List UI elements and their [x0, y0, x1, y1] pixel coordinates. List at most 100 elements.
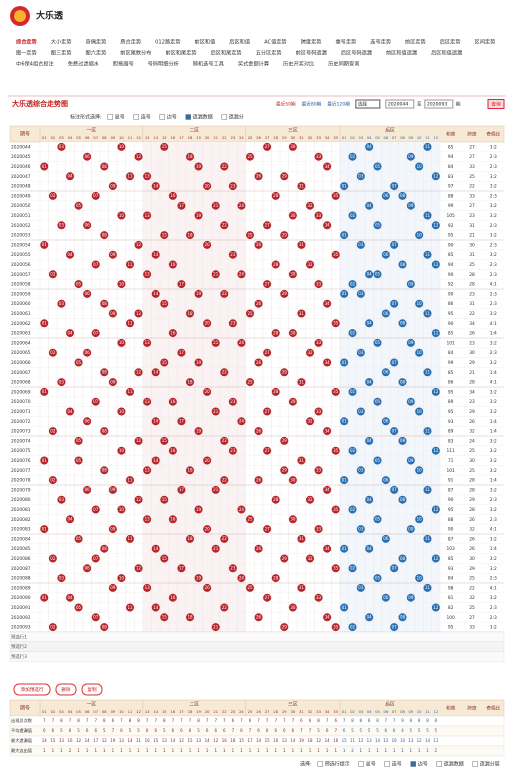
front-ball-number: 09 — [110, 183, 116, 188]
select-label[interactable]: 选择 — [358, 101, 368, 108]
nav-link[interactable]: 五分区走势 — [256, 49, 282, 57]
checkbox[interactable] — [358, 761, 364, 767]
front-ball-number: 10 — [119, 281, 125, 286]
nav-link[interactable]: 后区走势 — [440, 38, 461, 46]
nav-link[interactable]: 奇偶走势 — [86, 38, 107, 46]
checkbox[interactable] — [185, 114, 191, 120]
button[interactable] — [55, 683, 77, 696]
preselect-row[interactable] — [9, 631, 505, 643]
nav-link[interactable]: 前区和值 — [195, 38, 216, 46]
nav-link[interactable]: 综合走势 — [16, 38, 38, 46]
option-item[interactable]: 边号 — [418, 761, 428, 768]
nav-link[interactable]: 大小走势 — [51, 38, 72, 46]
option-item[interactable]: 边号 — [167, 114, 177, 121]
stats-value: 5 — [426, 728, 429, 733]
stat-value: 103 — [446, 546, 455, 552]
stats-value: 8 — [129, 718, 132, 723]
nav-link[interactable]: 图一走势 — [16, 49, 37, 57]
checkbox[interactable] — [107, 114, 113, 120]
checkbox[interactable] — [436, 761, 442, 767]
nav-link[interactable]: 前区走势 — [405, 38, 426, 46]
checkbox[interactable] — [221, 114, 227, 120]
option-item[interactable]: 遗漏分 — [229, 114, 244, 121]
query-label[interactable]: 查询 — [491, 101, 501, 108]
issue: 2020058 — [11, 282, 31, 288]
front-ball-number: 33 — [316, 154, 322, 159]
nav-link[interactable]: 跨度走势 — [301, 38, 322, 46]
nav-link[interactable]: 胆拖缩号 — [113, 60, 134, 68]
nav-link[interactable]: 012路走势 — [155, 38, 180, 46]
nav-link[interactable]: 图六走势 — [86, 49, 107, 57]
option-item[interactable]: 遗漏分层 — [480, 761, 500, 768]
button[interactable] — [13, 683, 51, 696]
stat-value: 22 — [469, 184, 475, 190]
front-ball — [186, 378, 194, 387]
to-value[interactable]: 2020093 — [427, 102, 448, 108]
nav-link[interactable]: 奖式金额计算 — [238, 60, 269, 68]
button-label[interactable]: 添加预选行 — [21, 686, 44, 693]
stats-value: 1 — [77, 748, 80, 753]
checkbox[interactable] — [410, 761, 416, 767]
option-item[interactable]: 显号 — [366, 762, 376, 768]
back-ball-number: 01 — [342, 419, 348, 424]
nav-link[interactable]: 后区号码遗漏 — [341, 49, 372, 57]
back-ball-number: 10 — [417, 350, 423, 355]
nav-link[interactable]: 前区尾数分布 — [120, 49, 151, 57]
column-number: 12 — [136, 710, 141, 714]
front-ball-number: 29 — [282, 556, 288, 561]
quick-filter[interactable]: 最近120期 — [327, 101, 350, 108]
button[interactable] — [81, 683, 103, 696]
option-item[interactable]: 连号 — [141, 114, 151, 121]
issue: 2020051 — [11, 213, 31, 219]
checkbox[interactable] — [133, 114, 139, 120]
stats-value: 9 — [401, 718, 404, 723]
nav-link[interactable]: 前区和尾走势 — [165, 49, 196, 57]
nav-link[interactable]: 质合走势 — [120, 38, 141, 46]
nav-link[interactable]: 区间走势 — [475, 38, 496, 46]
checkbox[interactable] — [384, 761, 390, 767]
option-item[interactable]: 显号 — [115, 115, 125, 121]
back-ball — [431, 387, 440, 396]
nav-link[interactable]: 历史同期查询 — [328, 60, 359, 68]
nav-link[interactable]: 图三走势 — [51, 49, 72, 57]
option-item[interactable]: 预选行提示 — [325, 761, 350, 768]
option-item[interactable]: 遗漏数据 — [193, 114, 213, 121]
stats-value: 1 — [401, 748, 404, 753]
front-ball — [203, 456, 212, 465]
stat-value: 27 — [469, 203, 475, 209]
nav-link[interactable]: 中6保4组合投注 — [16, 60, 54, 68]
nav-link[interactable]: 重号走势 — [335, 38, 356, 46]
front-ball — [297, 378, 306, 387]
stats-value: 8 — [351, 718, 354, 723]
nav-link[interactable]: 前区和值遗漏 — [386, 49, 417, 57]
quick-filter[interactable]: 最近80期 — [302, 101, 322, 108]
preselect-row[interactable] — [9, 641, 505, 652]
from-value[interactable]: 2020044 — [388, 102, 409, 108]
select-box[interactable] — [355, 99, 381, 109]
nav-link[interactable]: 后区和尾走势 — [211, 49, 242, 57]
input-to[interactable] — [424, 99, 454, 109]
nav-link[interactable]: 历史开奖对比 — [283, 60, 314, 68]
button-label[interactable]: 删除 — [61, 686, 71, 693]
input-from[interactable] — [385, 99, 415, 109]
checkbox[interactable] — [159, 114, 165, 120]
query-button[interactable] — [487, 99, 505, 109]
checkbox[interactable] — [472, 761, 479, 767]
nav-link[interactable]: 后区和值 — [229, 38, 250, 46]
nav-link[interactable]: 后区和值遗漏 — [431, 49, 462, 57]
front-ball-number: 17 — [179, 566, 185, 571]
preselect-row[interactable] — [9, 651, 505, 662]
button-label[interactable]: 复制 — [87, 686, 97, 693]
column-number: 32 — [308, 136, 313, 140]
nav-link[interactable]: 免费过滤缩水 — [68, 60, 100, 68]
checkbox[interactable] — [317, 761, 323, 767]
option-item[interactable]: 连号 — [392, 761, 402, 768]
nav-link[interactable]: 随机选号工具 — [193, 60, 224, 68]
nav-link[interactable]: 连号走势 — [370, 38, 391, 46]
nav-link[interactable]: AC值走势 — [264, 38, 287, 46]
nav-link[interactable]: 号码明细分析 — [148, 60, 179, 68]
quick-filter[interactable]: 最近50期 — [276, 101, 296, 108]
option-item[interactable]: 遗漏数据 — [444, 761, 464, 768]
nav-link[interactable]: 前区号码遗漏 — [296, 49, 327, 57]
